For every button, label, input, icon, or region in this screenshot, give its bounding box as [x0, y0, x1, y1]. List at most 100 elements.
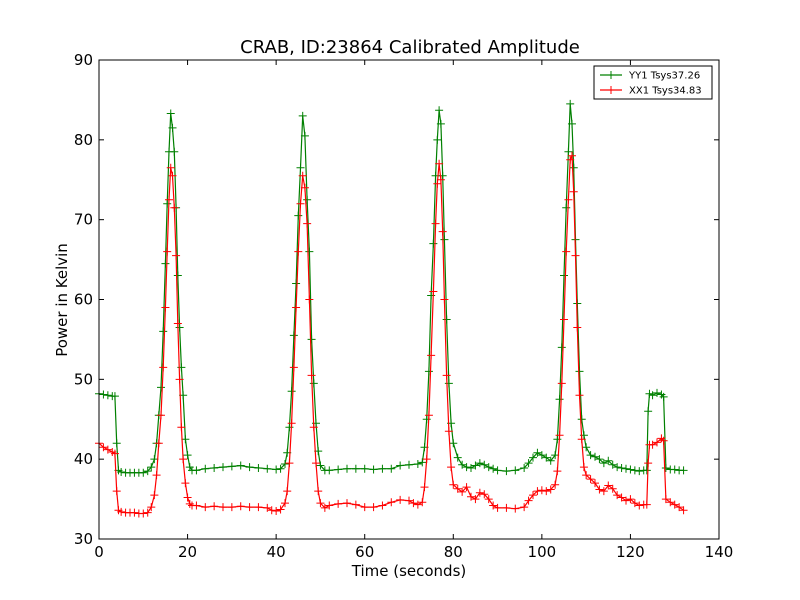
data-point — [555, 395, 564, 404]
data-point — [272, 465, 281, 474]
chart-title: CRAB, ID:23864 Calibrated Amplitude — [240, 37, 580, 58]
data-point — [175, 323, 184, 332]
data-point — [679, 466, 688, 475]
data-point — [679, 506, 688, 515]
x-tick-label: 40 — [267, 543, 286, 561]
data-point — [613, 491, 622, 500]
data-point — [360, 464, 369, 473]
data-point — [296, 163, 305, 172]
data-point — [626, 495, 635, 504]
data-point — [294, 247, 303, 256]
data-point — [484, 463, 493, 472]
data-point — [642, 500, 651, 509]
data-point — [622, 496, 630, 505]
legend-label: XX1 Tsys34.83 — [629, 86, 702, 97]
data-point — [378, 501, 387, 510]
data-point — [670, 465, 679, 474]
data-point — [173, 319, 182, 328]
data-point — [635, 501, 644, 510]
data-point — [577, 415, 586, 424]
data-point — [343, 464, 351, 473]
y-tick-label: 80 — [74, 131, 93, 149]
data-point — [622, 464, 630, 473]
data-point — [303, 219, 312, 228]
data-point — [449, 439, 458, 448]
data-point — [161, 259, 170, 268]
data-point — [560, 315, 568, 324]
data-point — [276, 464, 285, 473]
data-point — [163, 247, 172, 256]
data-point — [595, 455, 604, 464]
data-point — [166, 109, 175, 118]
y-tick-label: 40 — [74, 450, 93, 468]
data-point — [537, 486, 546, 495]
data-point — [320, 503, 329, 512]
data-point — [467, 492, 475, 501]
data-point — [152, 471, 161, 480]
data-point — [511, 504, 520, 513]
data-point — [442, 315, 451, 324]
data-point — [316, 461, 325, 470]
data-point — [289, 363, 298, 372]
data-point — [219, 503, 227, 512]
data-point — [424, 367, 433, 376]
data-point — [173, 271, 182, 280]
data-point — [110, 449, 119, 458]
data-point — [467, 463, 475, 472]
data-point — [475, 488, 484, 497]
data-point — [309, 379, 318, 388]
data-point — [661, 463, 670, 472]
y-tick-label: 30 — [74, 530, 93, 548]
data-point — [566, 155, 575, 164]
data-point — [429, 287, 438, 296]
data-point — [334, 499, 343, 508]
data-point — [418, 458, 427, 467]
data-point — [533, 487, 542, 496]
data-point — [604, 481, 613, 490]
data-point — [294, 211, 303, 220]
data-point — [245, 463, 254, 472]
data-point — [524, 496, 533, 505]
data-point — [557, 379, 566, 388]
data-point — [582, 471, 591, 480]
data-point — [626, 465, 635, 474]
data-point — [433, 135, 442, 144]
data-point — [502, 503, 511, 512]
data-point — [608, 460, 617, 469]
data-point — [537, 451, 546, 460]
x-tick-label: 140 — [705, 543, 734, 561]
data-point — [112, 487, 121, 496]
x-tick-label: 120 — [616, 543, 645, 561]
data-point — [569, 163, 578, 172]
data-point — [566, 99, 575, 108]
data-point — [551, 480, 560, 489]
data-point — [263, 464, 272, 473]
data-point — [520, 503, 529, 512]
data-point — [281, 459, 289, 468]
data-point — [418, 498, 427, 507]
legend-item: XX1 Tsys34.83 — [600, 86, 702, 97]
data-point — [562, 247, 571, 256]
data-point — [630, 466, 639, 475]
data-point — [435, 106, 444, 115]
data-point — [453, 453, 462, 462]
data-point — [387, 498, 396, 507]
data-point — [562, 203, 571, 212]
y-tick-label: 60 — [74, 291, 93, 309]
data-point — [567, 151, 576, 160]
data-point — [351, 500, 360, 509]
data-point — [183, 493, 192, 502]
data-point — [236, 461, 245, 470]
data-point — [440, 295, 449, 304]
data-point — [480, 490, 489, 499]
data-point — [444, 379, 453, 388]
data-point — [573, 323, 582, 332]
data-point — [219, 463, 227, 472]
data-point — [99, 443, 108, 452]
data-point — [613, 463, 622, 472]
data-point — [480, 460, 489, 469]
data-point — [659, 436, 668, 445]
data-point — [471, 495, 480, 504]
legend: YY1 Tsys37.26 XX1 Tsys34.83 — [593, 65, 713, 100]
data-point — [591, 479, 599, 488]
